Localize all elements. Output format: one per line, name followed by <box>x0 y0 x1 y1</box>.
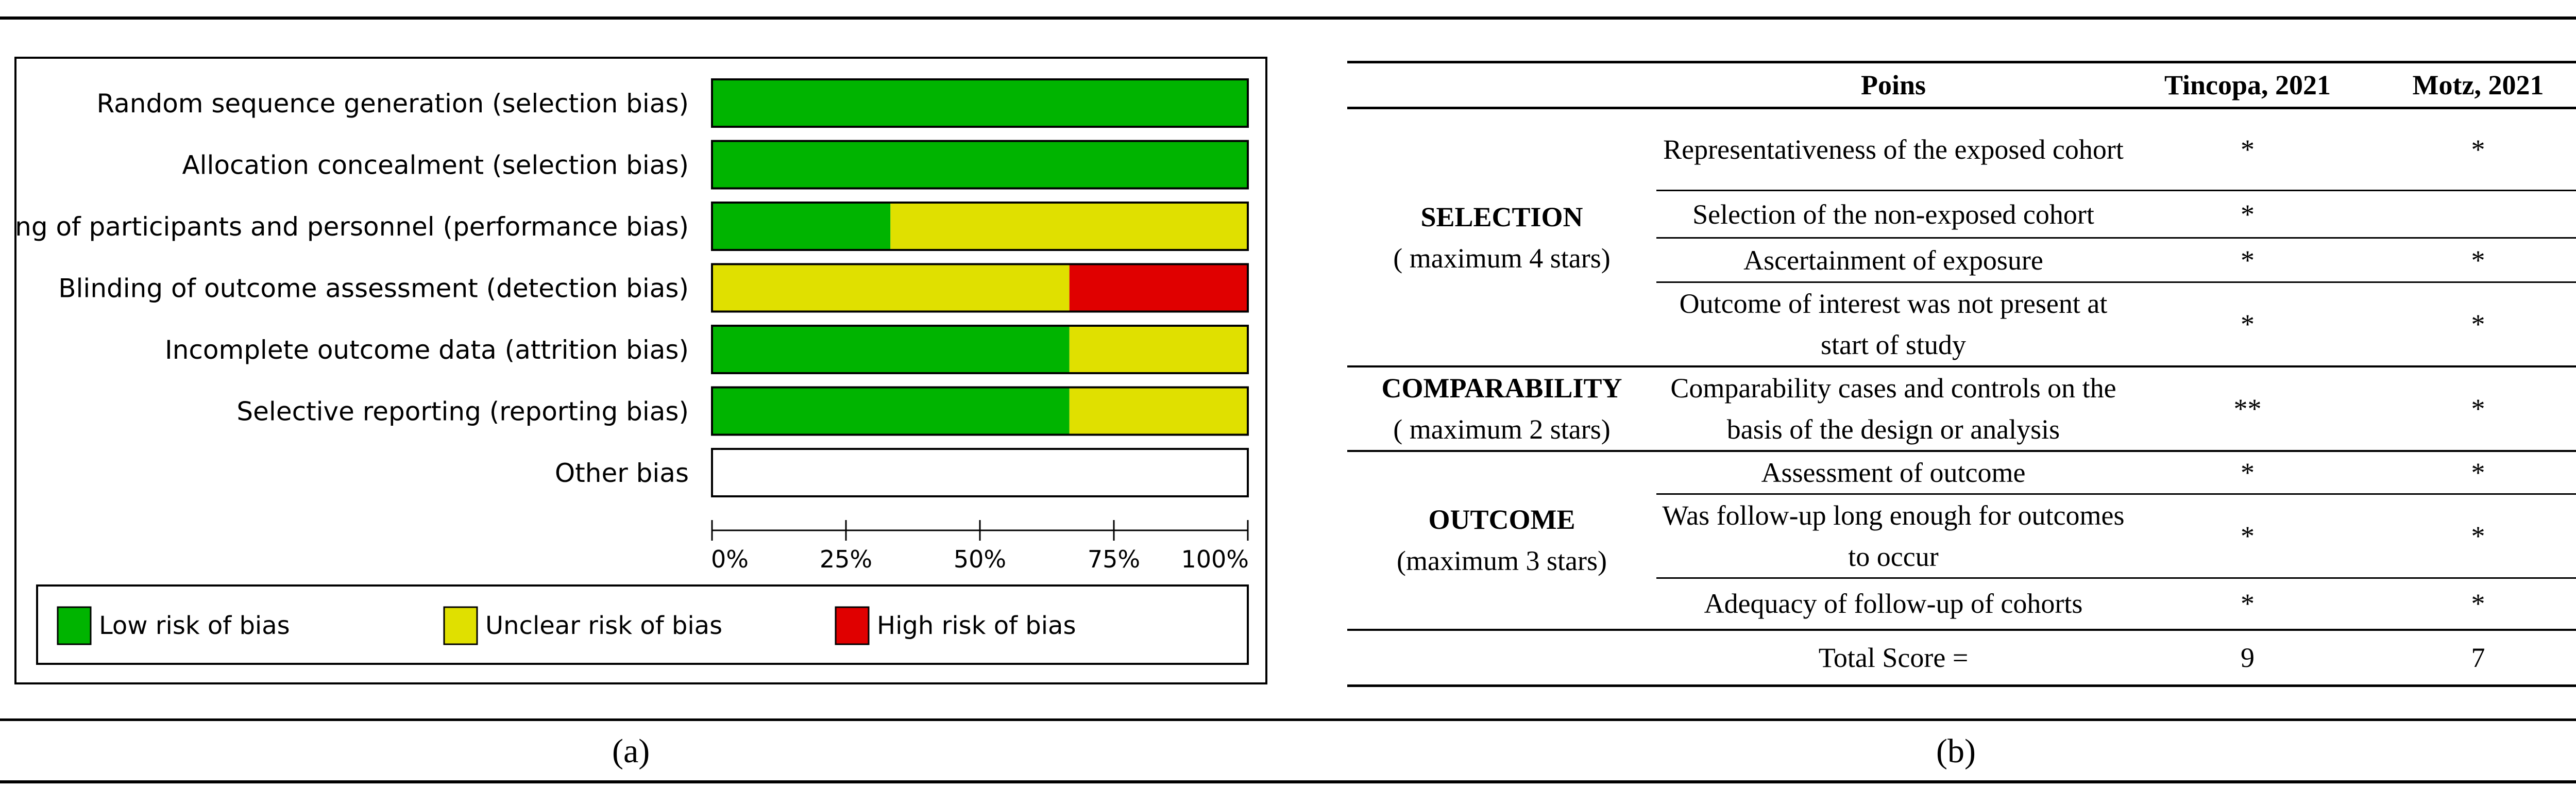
criterion-cell: Outcome of interest was not present at s… <box>1656 282 2130 367</box>
total-label: Total Score = <box>1656 628 2130 687</box>
table-header-row: Poins Tincopa, 2021 Motz, 2021 <box>1347 61 2576 109</box>
criterion-cell: Assessment of outcome <box>1656 451 2130 495</box>
score-tincopa: ** <box>2130 366 2365 452</box>
mid-rule <box>0 718 2576 721</box>
x-tick-label: 25% <box>820 545 872 573</box>
header-motz: Motz, 2021 <box>2365 61 2576 109</box>
bar-outline <box>711 202 1249 251</box>
bar-outline <box>711 325 1249 374</box>
score-motz: * <box>2365 108 2576 191</box>
x-tick-label: 75% <box>1088 545 1140 573</box>
legend-swatch <box>443 606 478 645</box>
table-row: Was follow-up long enough for outcomes t… <box>1347 494 2576 579</box>
total-row: Total Score = 9 7 <box>1347 628 2576 687</box>
score-tincopa: * <box>2130 238 2365 283</box>
category-label: Random sequence generation (selection bi… <box>96 89 689 119</box>
category-label: Blinding of outcome assessment (detectio… <box>58 274 689 304</box>
table-row: Outcome of interest was not present at s… <box>1347 282 2576 367</box>
bar-segment-low-risk-of-bias <box>712 387 1070 435</box>
score-tincopa: * <box>2241 588 2255 620</box>
score-motz: * <box>2365 451 2576 495</box>
table-row: Adequacy of follow-up of cohorts * * <box>1347 578 2576 630</box>
group-outcome-max: (maximum 3 stars) <box>1397 545 1607 577</box>
total-blank <box>1347 628 1656 687</box>
group-selection-max: ( maximum 4 stars) <box>1393 242 1611 274</box>
legend-label: Unclear risk of bias <box>485 611 722 640</box>
bar-segment-unclear-risk-of-bias <box>712 264 1070 312</box>
score-tincopa: * <box>2130 108 2365 191</box>
group-comparability: COMPARABILITY ( maximum 2 stars) <box>1347 366 1656 452</box>
bottom-rule <box>0 780 2576 783</box>
table-row: Ascertainment of exposure * * <box>1347 238 2576 283</box>
legend-label: High risk of bias <box>877 611 1076 640</box>
score-motz: * <box>2365 238 2576 283</box>
legend-swatch <box>835 606 870 645</box>
bar-outline <box>711 78 1249 128</box>
group-selection: SELECTION ( maximum 4 stars) <box>1347 108 1656 367</box>
header-tincopa: Tincopa, 2021 <box>2130 61 2365 109</box>
table-row: COMPARABILITY ( maximum 2 stars) Compara… <box>1347 366 2576 452</box>
legend-label: Low risk of bias <box>99 611 290 640</box>
bar-outline <box>711 263 1249 313</box>
category-label: Other bias <box>555 458 689 488</box>
bar-segment-unclear-risk-of-bias <box>1069 326 1248 373</box>
group-outcome-name: OUTCOME <box>1428 504 1575 536</box>
table-row: OUTCOME (maximum 3 stars) Assessment of … <box>1347 451 2576 576</box>
criterion-cell: Ascertainment of exposure <box>1656 238 2130 283</box>
group-selection-name: SELECTION <box>1420 201 1583 232</box>
category-label: Allocation concealment (selection bias) <box>182 150 689 180</box>
x-tick-label: 0% <box>711 545 749 573</box>
newcastle-ottawa-table-panel: Poins Tincopa, 2021 Motz, 2021 SELECTION… <box>1347 61 2576 687</box>
group-comparability-max: ( maximum 2 stars) <box>1393 414 1611 445</box>
score-motz: * <box>2471 588 2485 620</box>
panel-b-caption: (b) <box>1936 732 1976 770</box>
bar-segment-high-risk-of-bias <box>1069 264 1248 312</box>
bar-segment-low-risk-of-bias <box>712 203 891 250</box>
bar-segment-unclear-risk-of-bias <box>1069 387 1248 435</box>
group-outcome: OUTCOME (maximum 3 stars) <box>1347 451 1656 630</box>
criterion-cell: Representativeness of the exposed cohort <box>1656 108 2130 191</box>
bar-outline <box>711 448 1249 497</box>
criterion-cell: Was follow-up long enough for outcomes t… <box>1656 494 2130 579</box>
total-motz: 7 <box>2365 628 2576 687</box>
criterion-cell: Selection of the non-exposed cohort <box>1656 190 2130 239</box>
category-label: Selective reporting (reporting bias) <box>236 397 689 427</box>
criterion-cell: Adequacy of follow-up of cohorts <box>1704 588 2083 620</box>
risk-of-bias-chart: Random sequence generation (selection bi… <box>16 78 1249 665</box>
criterion-cell: Comparability cases and controls on the … <box>1656 366 2130 452</box>
newcastle-ottawa-table: Poins Tincopa, 2021 Motz, 2021 SELECTION… <box>1347 61 2576 687</box>
category-label: Blinding of participants and personnel (… <box>16 212 689 242</box>
table-row: SELECTION ( maximum 4 stars) Representat… <box>1347 108 2576 367</box>
score-tincopa: * <box>2130 190 2365 239</box>
bar-segment-unclear-risk-of-bias <box>890 203 1248 250</box>
bar-outline <box>711 140 1249 190</box>
legend-swatch <box>57 606 92 645</box>
bar-outline <box>711 386 1249 436</box>
score-tincopa: * <box>2130 494 2365 579</box>
table-row: Selection of the non-exposed cohort * <box>1347 190 2576 239</box>
bar-segment-low-risk-of-bias <box>712 141 1248 189</box>
x-tick-label: 50% <box>954 545 1006 573</box>
header-blank <box>1347 61 1656 109</box>
score-motz: * <box>2365 366 2576 452</box>
panel-a-caption: (a) <box>612 732 650 770</box>
x-tick-label: 100% <box>1181 545 1249 573</box>
score-tincopa: * <box>2130 451 2365 495</box>
score-motz: * <box>2365 282 2576 367</box>
total-tincopa: 9 <box>2130 628 2365 687</box>
header-poins: Poins <box>1656 61 2130 109</box>
score-motz <box>2365 190 2576 239</box>
score-tincopa: * <box>2130 282 2365 367</box>
group-comparability-name: COMPARABILITY <box>1381 373 1622 404</box>
legend-box <box>36 584 1249 665</box>
top-rule <box>0 16 2576 20</box>
category-label: Incomplete outcome data (attrition bias) <box>165 335 689 365</box>
risk-of-bias-chart-panel: Random sequence generation (selection bi… <box>14 57 1267 684</box>
bar-segment-low-risk-of-bias <box>712 79 1248 127</box>
score-motz: * <box>2365 494 2576 579</box>
bar-segment-low-risk-of-bias <box>712 326 1070 373</box>
